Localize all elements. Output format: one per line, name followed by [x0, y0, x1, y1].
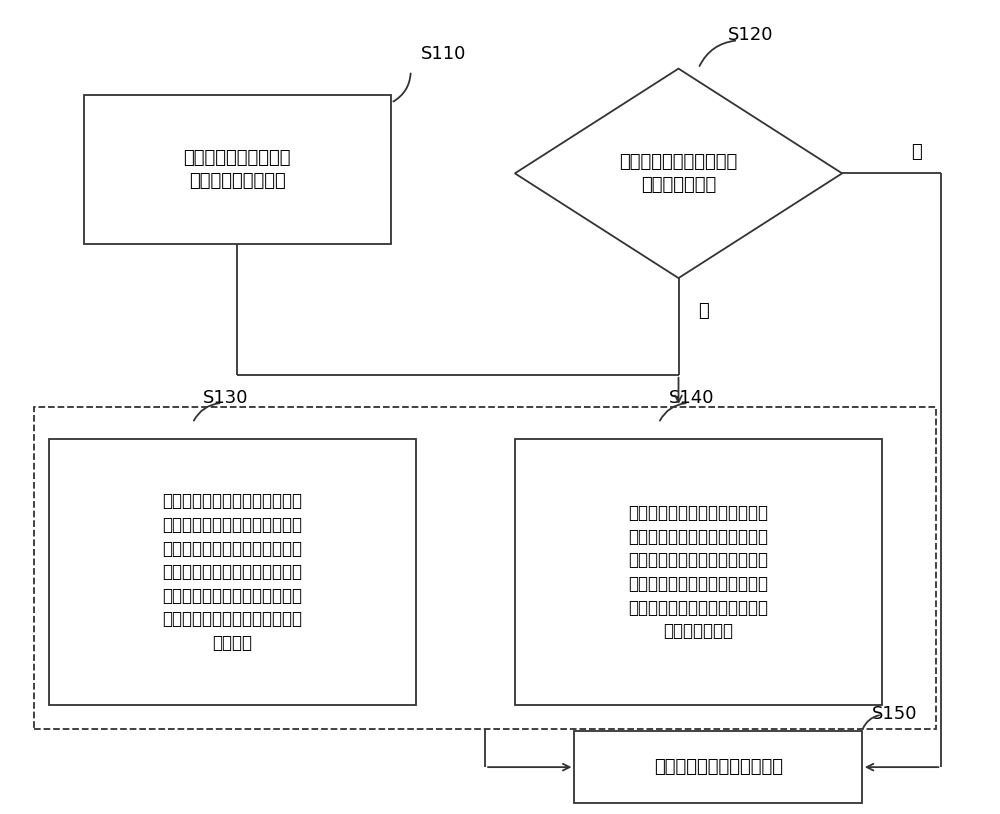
Text: 是: 是 — [698, 302, 709, 320]
FancyBboxPatch shape — [515, 440, 882, 705]
Text: S120: S120 — [728, 26, 774, 45]
Text: S150: S150 — [872, 705, 917, 723]
FancyBboxPatch shape — [574, 731, 862, 803]
FancyBboxPatch shape — [49, 440, 416, 705]
Text: 判断风力发电机组是否处
于正常工作状态: 判断风力发电机组是否处 于正常工作状态 — [619, 152, 738, 195]
FancyBboxPatch shape — [84, 94, 391, 244]
Text: 当当前运行环境温度小于预设环
境温度范围中的具有升容需求的
额定最大值则根据预设的低温升
容控制表中所述当前运行环境温
度对应的输出功率对风力发电机
组进行升容: 当当前运行环境温度小于预设环 境温度范围中的具有升容需求的 额定最大值则根据预设… — [628, 504, 768, 640]
Text: 控制风力发电机组进行停机: 控制风力发电机组进行停机 — [654, 758, 783, 776]
Text: 当当前运行环境温度大于预设环
境温度范围中的额定最大值，小
于预设环境温度范围中的实际需
求最大值则根据预设的高温降容
控制表中当前运行环境温度对应
的输出功率: 当当前运行环境温度大于预设环 境温度范围中的额定最大值，小 于预设环境温度范围中… — [162, 492, 302, 652]
Polygon shape — [515, 68, 842, 278]
FancyBboxPatch shape — [34, 407, 936, 729]
Text: S130: S130 — [202, 389, 248, 407]
Text: 比较当前运行环境温度
与预设环境温度范围: 比较当前运行环境温度 与预设环境温度范围 — [183, 148, 291, 190]
Text: S140: S140 — [669, 389, 714, 407]
Text: S110: S110 — [421, 45, 466, 63]
Text: 否: 否 — [911, 143, 921, 161]
